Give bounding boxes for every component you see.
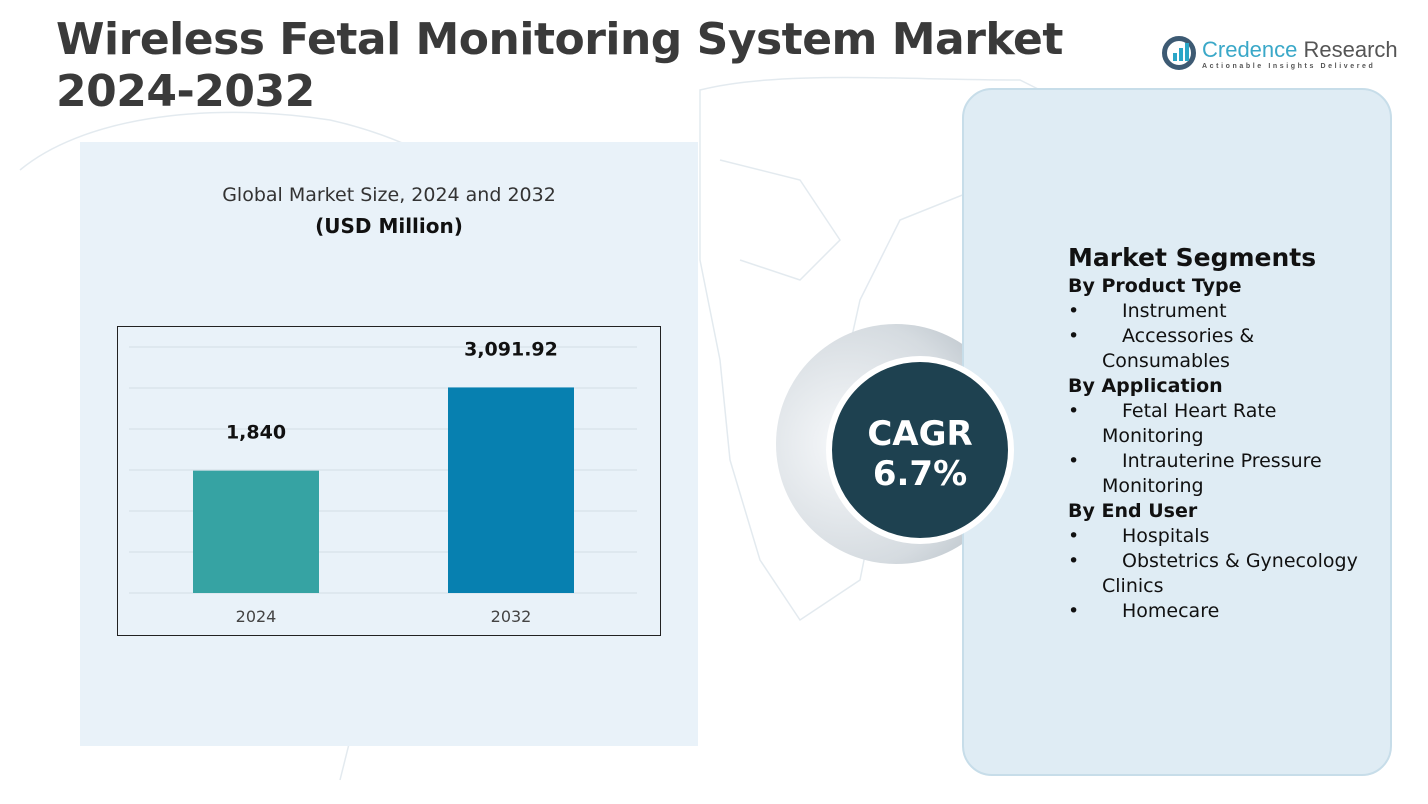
segment-group-title: By Application: [1068, 375, 1223, 397]
segment-item-text: Accessories &: [1122, 325, 1255, 347]
chart-subtitle: (USD Million): [315, 214, 463, 238]
segment-item: • Intrauterine Pressure Monitoring: [1068, 449, 1378, 499]
segment-item: • Accessories & Consumables: [1068, 324, 1378, 374]
market-segments: Market Segments By Product Type • Instrume…: [1068, 242, 1378, 624]
chart-frame: [117, 326, 661, 636]
logo-chart-icon: [1162, 36, 1196, 70]
segments-heading: Market Segments: [1068, 243, 1317, 272]
bullet-icon: •: [1068, 400, 1080, 422]
segment-item: • Instrument: [1068, 299, 1378, 324]
segment-item: • Obstetrics & Gynecology Clinics: [1068, 549, 1378, 599]
data-label: 3,091.92: [464, 338, 558, 360]
segment-item-text: Clinics: [1102, 575, 1164, 597]
segment-item-text: Intrauterine Pressure: [1122, 450, 1322, 472]
segment-item: • Homecare: [1068, 599, 1378, 624]
bullet-icon: •: [1068, 450, 1080, 472]
title-line-1: Wireless Fetal Monitoring System Market: [56, 14, 1063, 65]
segment-item: • Fetal Heart Rate Monitoring: [1068, 399, 1378, 449]
chart-panel: [80, 142, 698, 746]
cagr-badge: CAGR 6.7%: [826, 356, 1014, 544]
segment-group-title: By End User: [1068, 500, 1198, 522]
segment-item-text: Obstetrics & Gynecology: [1122, 550, 1358, 572]
title-line-2: 2024-2032: [56, 66, 315, 117]
page-title: Wireless Fetal Monitoring System Market 2…: [56, 14, 1063, 118]
cagr-label: CAGR: [867, 414, 973, 454]
bar-chart: 1,840 2024 3,091.92 2032: [129, 338, 637, 626]
segment-item-text: Instrument: [1122, 300, 1227, 322]
segment-item-text: Monitoring: [1102, 475, 1204, 497]
segment-item-text: Homecare: [1122, 600, 1220, 622]
data-label: 1,840: [226, 422, 286, 444]
segments-panel: [962, 88, 1392, 776]
segment-item: • Hospitals: [1068, 524, 1378, 549]
bullet-icon: •: [1068, 550, 1080, 572]
cagr-value: 6.7%: [872, 454, 968, 494]
segment-item-text: Hospitals: [1122, 525, 1210, 547]
logo-name-a: Credence: [1202, 36, 1298, 62]
x-tick-label: 2024: [236, 607, 277, 626]
segment-item-text: Monitoring: [1102, 425, 1204, 447]
logo-name-b: Research: [1297, 36, 1398, 62]
credence-research-logo: Credence Research Actionable Insights De…: [1162, 36, 1398, 70]
bar-2024: [193, 470, 319, 593]
segment-group-title: By Product Type: [1068, 275, 1242, 297]
chart-title: Global Market Size, 2024 and 2032: [222, 184, 556, 206]
bullet-icon: •: [1068, 600, 1080, 622]
logo-tagline: Actionable Insights Delivered: [1202, 62, 1376, 70]
bullet-icon: •: [1068, 325, 1080, 347]
segment-item-text: Fetal Heart Rate: [1122, 400, 1277, 422]
x-tick-label: 2032: [491, 607, 532, 626]
bullet-icon: •: [1068, 525, 1080, 547]
segment-item-text: Consumables: [1102, 350, 1230, 372]
bullet-icon: •: [1068, 300, 1080, 322]
bar-2032: [448, 387, 574, 593]
